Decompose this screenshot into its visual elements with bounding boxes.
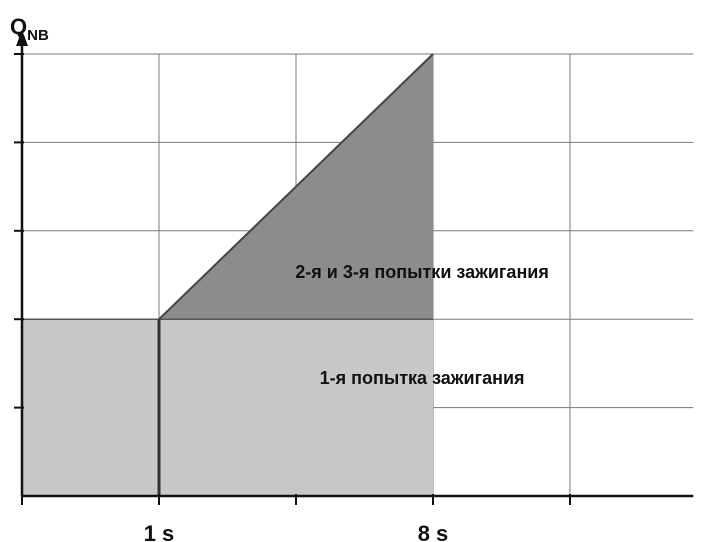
labels: QNB 1 s 8 s 2-я и 3-я попытки зажигания 1-я…	[10, 14, 549, 542]
y-axis-arrow	[16, 30, 28, 46]
area-lower-area	[22, 319, 433, 496]
x-tick-label: 1 s	[144, 521, 175, 542]
area-annotation: 1-я попытка зажигания	[320, 368, 525, 388]
line-ramp	[158, 53, 434, 320]
area-annotation: 2-я и 3-я попытки зажигания	[295, 262, 549, 282]
x-tick-label: 8 s	[418, 521, 449, 542]
y-axis-label: QNB	[10, 14, 49, 44]
axes	[14, 30, 694, 505]
y-axis-label-subscript: NB	[27, 27, 49, 44]
